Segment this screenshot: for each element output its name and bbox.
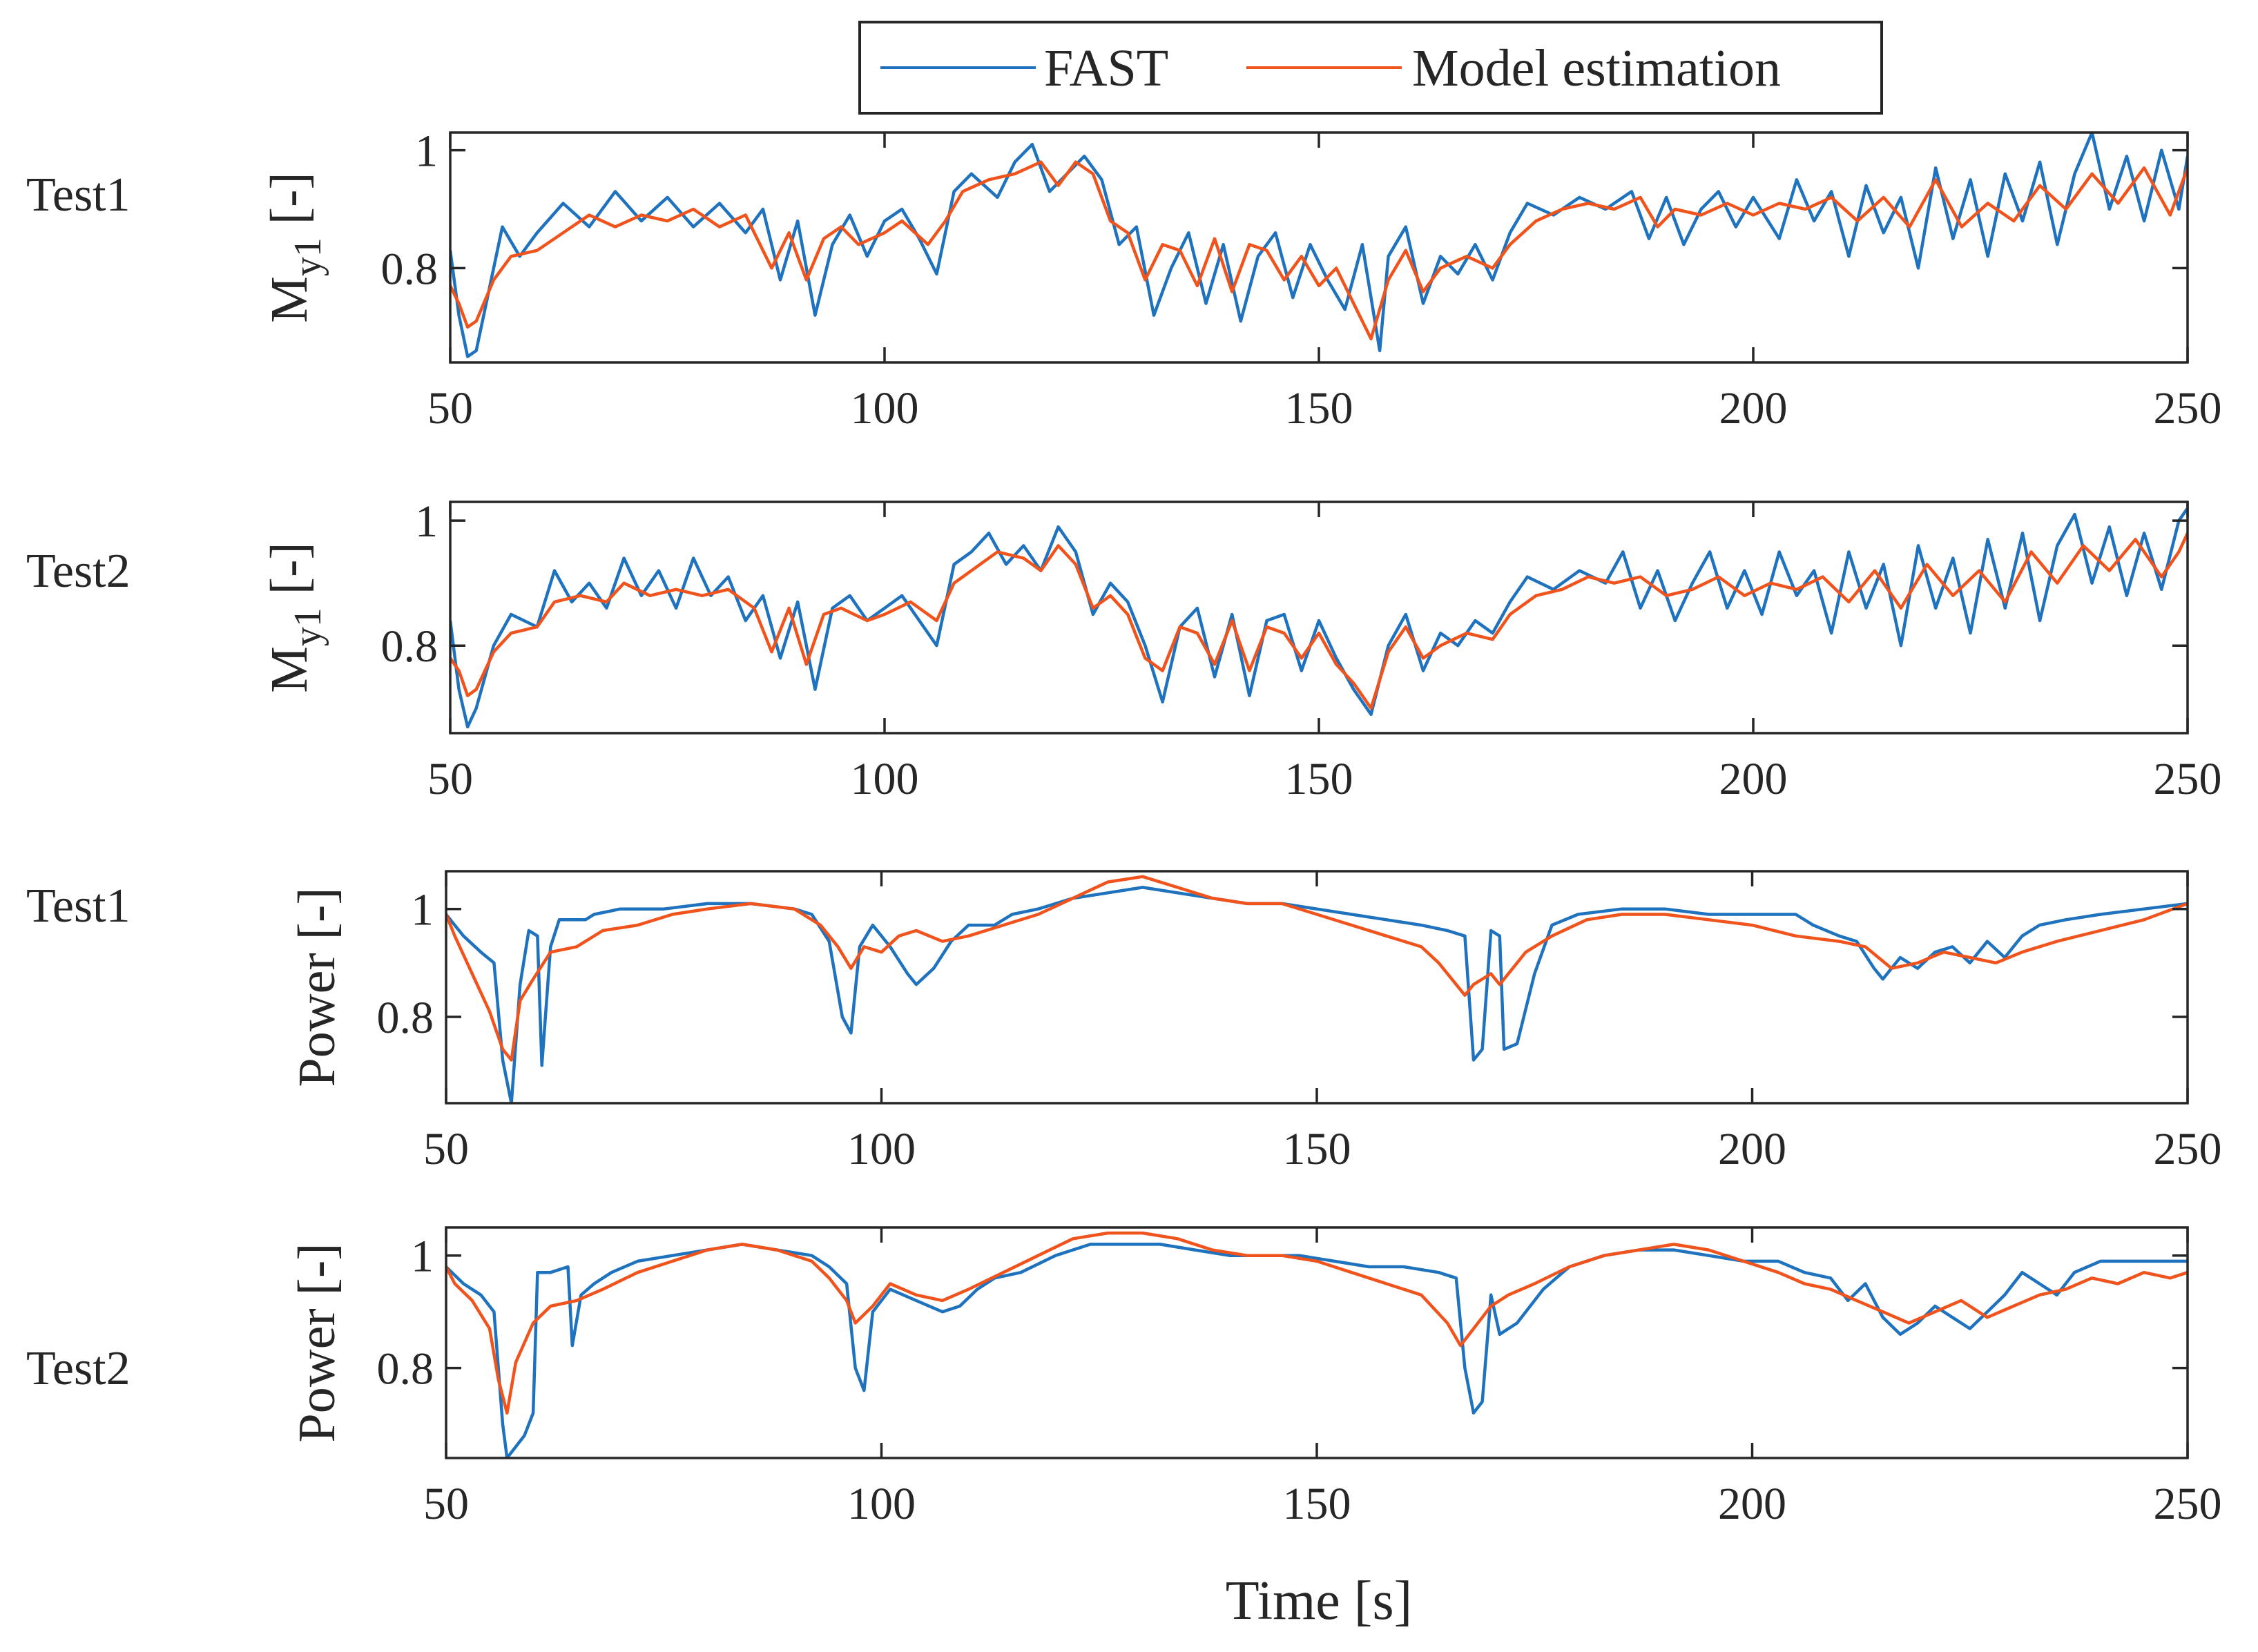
legend-label-fast: FAST <box>1044 39 1168 97</box>
x-tick-label: 250 <box>2154 754 2222 804</box>
x-tick-label: 150 <box>1285 754 1353 804</box>
x-tick-label: 200 <box>1718 1124 1786 1174</box>
y-tick-label: 1 <box>415 126 438 177</box>
y-tick-label: 1 <box>415 496 438 547</box>
x-tick-label: 250 <box>2154 1479 2222 1529</box>
panel-3: 50 100 150 200 250 0.8 1 Power [-] Test1 <box>26 870 2222 1174</box>
x-tick-label: 250 <box>2154 383 2222 434</box>
x-tick-label: 50 <box>427 754 473 804</box>
y-axis-label-main: M <box>260 276 318 323</box>
y-axis-label-subscript: y1 <box>287 608 329 646</box>
legend-label-model: Model estimation <box>1412 39 1781 97</box>
y-axis-label-unit: [-] <box>260 172 318 237</box>
x-tick-label: 200 <box>1719 383 1788 434</box>
y-axis-label-main: Power [-] <box>288 1243 346 1442</box>
series-model-line <box>446 875 2188 1062</box>
row-label: Test1 <box>26 168 131 222</box>
axes-box <box>449 501 2189 735</box>
x-tick-label: 100 <box>847 1124 916 1174</box>
axes-box <box>449 131 2189 364</box>
x-tick-label: 100 <box>851 383 919 434</box>
series-fast-line <box>450 507 2188 729</box>
panel-2: 50 100 150 200 250 0.8 1 My1 [-] Test2 <box>26 496 2222 804</box>
x-tick-label: 250 <box>2154 1124 2222 1174</box>
y-tick-label: 1 <box>411 1232 434 1282</box>
x-tick-label: 200 <box>1719 754 1788 804</box>
series-model-line <box>446 1231 2188 1415</box>
y-axis-label: My1 [-] <box>260 542 329 693</box>
y-tick-label: 1 <box>411 885 434 935</box>
series-model-line <box>450 532 2188 710</box>
y-tick-label: 0.8 <box>381 244 438 294</box>
axes-box <box>445 870 2189 1105</box>
y-tick-label: 0.8 <box>377 993 434 1043</box>
y-tick-label: 0.8 <box>377 1344 434 1395</box>
y-axis-label-subscript: y1 <box>287 237 329 276</box>
x-tick-label: 200 <box>1718 1479 1786 1529</box>
x-axis-label: Time [s] <box>1226 1571 1412 1631</box>
row-label: Test1 <box>26 880 131 933</box>
panel-1: 50 100 150 200 250 0.8 1 My1 [-] Test1 <box>26 126 2222 434</box>
y-axis-label: Power [-] <box>288 887 346 1087</box>
series-fast-line <box>446 1243 2188 1458</box>
x-tick-label: 50 <box>427 383 473 434</box>
panel-4: 50 100 150 200 250 0.8 1 Power [-] Test2 <box>26 1226 2222 1529</box>
x-tick-label: 100 <box>851 754 919 804</box>
x-tick-label: 50 <box>423 1124 469 1174</box>
x-tick-label: 150 <box>1283 1124 1351 1174</box>
y-axis-label-main: Power [-] <box>288 887 346 1087</box>
y-axis-label-unit: [-] <box>260 542 318 608</box>
x-tick-label: 150 <box>1283 1479 1351 1529</box>
row-label: Test2 <box>26 1342 131 1395</box>
y-tick-label: 0.8 <box>381 621 438 672</box>
y-axis-label-main: M <box>260 646 318 693</box>
y-axis-label: My1 [-] <box>260 172 329 323</box>
series-model-line <box>450 160 2188 341</box>
row-label: Test2 <box>26 545 131 598</box>
series-fast-line <box>450 133 2188 358</box>
x-tick-label: 100 <box>847 1479 916 1529</box>
x-tick-label: 50 <box>423 1479 469 1529</box>
x-tick-label: 150 <box>1285 383 1353 434</box>
legend: FAST Model estimation <box>858 21 1883 115</box>
y-axis-label: Power [-] <box>288 1243 346 1442</box>
series-fast-line <box>446 886 2188 1103</box>
